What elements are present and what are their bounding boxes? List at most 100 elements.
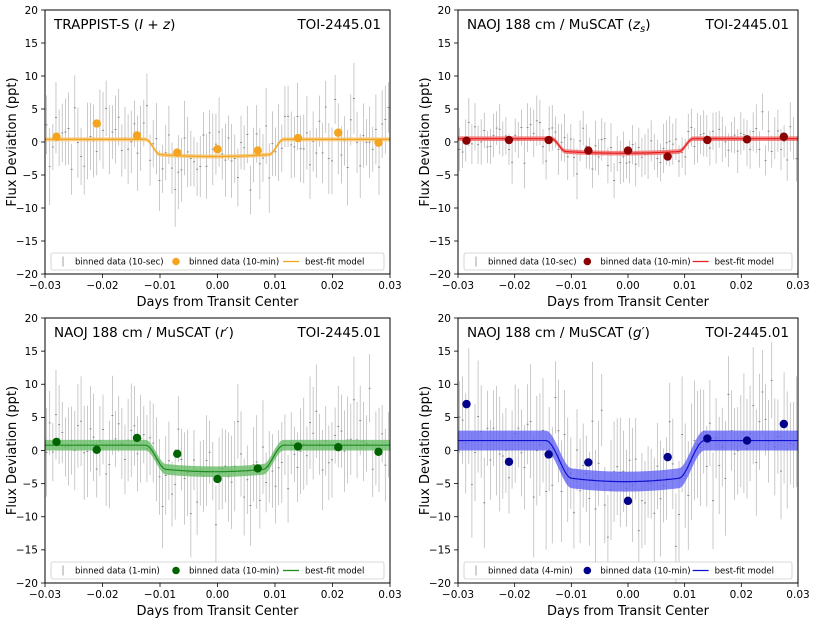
x-tick-label: 0.01 (673, 280, 696, 292)
target-label: TOI-2445.01 (704, 325, 789, 341)
chart-title-main: NAOJ 188 cm / MuSCAT ( (467, 325, 633, 341)
legend-binned-label: binned data (10-min) (189, 258, 279, 268)
binned-data-series (462, 132, 789, 161)
plot-area (458, 93, 798, 200)
chart-panel-4: −0.03 −0.02 −0.01 0.00 0.01 0.02 0.03 −20 −15 −10… (418, 313, 810, 619)
x-tick-label: 0.02 (730, 589, 753, 601)
y-tick-label: 5 (31, 412, 38, 424)
x-tick-label: −0.01 (555, 280, 587, 292)
y-tick-label: −20 (16, 269, 38, 281)
x-tick-label: −0.02 (86, 280, 118, 292)
plot-area (45, 62, 390, 227)
binned-data-point (334, 128, 343, 137)
target-label: TOI-2445.01 (704, 17, 789, 33)
legend-box (463, 252, 793, 271)
legend-box (50, 561, 385, 580)
x-axis: −0.03 −0.02 −0.01 0.00 0.01 0.02 0.03 (29, 583, 402, 601)
binned-data-series (462, 399, 789, 506)
x-tick-label: 0.00 (616, 280, 639, 292)
binned-data-point (132, 131, 142, 140)
x-tick-label: 0.02 (321, 589, 344, 601)
y-tick-label: 20 (25, 313, 38, 325)
binned-data-point (293, 133, 303, 143)
chart-panel-1: −0.03 −0.02 −0.01 0.00 0.01 0.02 0.03 −20 −15 −10… (5, 5, 402, 310)
y-tick-label: −10 (429, 512, 451, 524)
raw-data-series (458, 93, 798, 200)
binned-data-point (173, 449, 182, 459)
y-tick-label: 5 (31, 104, 38, 116)
binned-data-point (253, 146, 262, 155)
chart-title-variable: g′ (633, 325, 645, 341)
chart-title-end: ) (229, 325, 234, 341)
y-tick-label: −15 (16, 236, 38, 248)
legend-raw-label: binned data (10-sec) (488, 258, 577, 268)
x-tick-label: 0.01 (673, 589, 696, 601)
legend-raw-label: binned data (10-sec) (75, 258, 164, 268)
binned-data-point (92, 119, 101, 128)
x-tick-label: −0.02 (86, 589, 118, 601)
y-tick-label: 20 (438, 5, 451, 17)
x-tick-label: −0.01 (555, 589, 587, 601)
binned-data-point (173, 148, 182, 157)
binned-data-point (504, 135, 514, 145)
binned-data-point (504, 457, 514, 466)
binned-data-point (213, 474, 222, 484)
binned-data-point (334, 442, 343, 452)
x-tick-label: 0.00 (616, 589, 639, 601)
y-tick-label: 15 (438, 346, 451, 358)
x-tick-label: 0.03 (786, 589, 809, 601)
binned-data-point (132, 433, 142, 443)
x-tick-label: −0.01 (144, 589, 176, 601)
chart-panel-3: −0.03 −0.02 −0.01 0.00 0.01 0.02 0.03 −20 −15 −10… (5, 313, 402, 619)
y-tick-label: 0 (444, 137, 451, 149)
legend-binned-marker (172, 257, 180, 266)
y-tick-label: 0 (31, 445, 38, 457)
raw-data-series (45, 62, 390, 227)
binned-data-point (293, 442, 303, 451)
legend-model-label: best-fit model (305, 258, 364, 268)
x-axis-label: Days from Transit Center (137, 604, 300, 619)
y-tick-label: 5 (444, 412, 451, 424)
target-label: TOI-2445.01 (296, 17, 381, 33)
binned-data-point (544, 450, 553, 459)
x-tick-label: −0.01 (144, 280, 176, 292)
binned-data-point (584, 458, 593, 467)
chart-title-variable: z (632, 17, 641, 33)
y-tick-label: 15 (438, 38, 451, 50)
legend-model-label: best-fit model (715, 258, 774, 268)
raw-data-series (45, 354, 390, 565)
y-tick-label: −10 (16, 203, 38, 215)
x-axis-label: Days from Transit Center (137, 295, 300, 310)
legend-binned-label: binned data (10-min) (600, 258, 690, 268)
binned-data-point (703, 135, 712, 145)
y-tick-label: 0 (444, 445, 451, 457)
y-tick-label: −10 (16, 512, 38, 524)
binned-data-point (544, 135, 553, 145)
y-axis-label: Flux Deviation (ppt) (5, 77, 20, 206)
legend: binned data (10-sec) binned data (10-min)… (463, 252, 793, 271)
y-tick-label: 20 (438, 313, 451, 325)
chart-title-main: NAOJ 188 cm / MuSCAT ( (467, 17, 633, 33)
x-axis-label: Days from Transit Center (547, 295, 710, 310)
y-axis: −20 −15 −10 −5 0 5 10 15 20 (429, 313, 458, 590)
legend-raw-label: binned data (1-min) (75, 567, 160, 577)
y-tick-label: −5 (436, 478, 451, 490)
raw-data-series (458, 342, 798, 583)
model-uncertainty-band (458, 430, 798, 492)
chart-title-main: NAOJ 188 cm / MuSCAT ( (54, 325, 220, 341)
y-tick-label: 10 (25, 379, 38, 391)
x-tick-label: −0.03 (29, 280, 61, 292)
y-axis: −20 −15 −10 −5 0 5 10 15 20 (16, 313, 45, 590)
chart-title-variable: I + z (139, 17, 171, 33)
y-tick-label: 10 (438, 71, 451, 83)
y-tick-label: 0 (31, 137, 38, 149)
x-tick-label: −0.03 (442, 280, 474, 292)
plot-area (458, 342, 798, 583)
y-tick-label: −5 (23, 478, 38, 490)
legend-binned-label: binned data (10-min) (189, 567, 279, 577)
legend: binned data (4-min) binned data (10-min) b… (463, 561, 793, 580)
binned-data-point (584, 146, 593, 155)
binned-data-point (374, 447, 383, 457)
legend-raw-label: binned data (4-min) (488, 567, 573, 577)
